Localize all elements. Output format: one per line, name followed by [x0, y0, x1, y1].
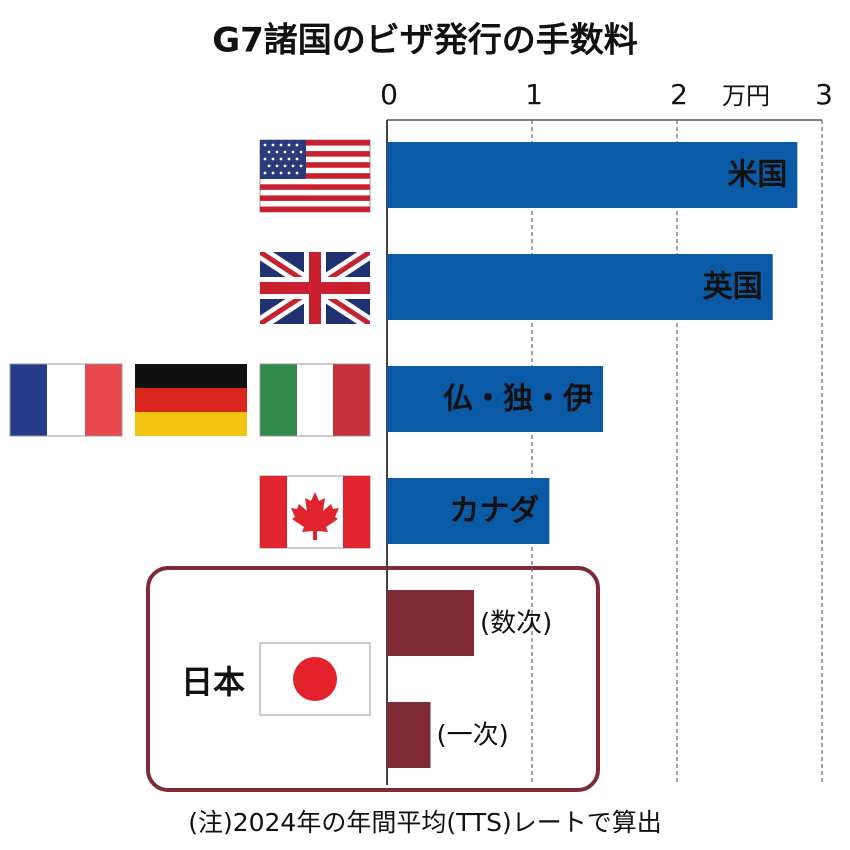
flag-jp [259, 642, 371, 716]
bar-label: (数次) [480, 609, 552, 639]
chart-title: G7諸国のビザ発行の手数料 [212, 21, 638, 61]
bar [387, 142, 798, 208]
flag-de [135, 364, 247, 436]
flag-fr [9, 363, 123, 437]
bar [387, 590, 474, 656]
x-tick-label: 2 [670, 78, 688, 111]
flag-ca [259, 475, 371, 549]
flag-uk [260, 252, 370, 324]
group-label: 日本 [181, 663, 245, 701]
x-tick-label: 1 [525, 78, 543, 111]
flag-us [259, 139, 371, 213]
x-tick-label: 0 [380, 78, 398, 111]
unit-label: 万円 [722, 82, 770, 110]
bar-label: (一次) [437, 721, 509, 751]
bar-label: カナダ [449, 494, 539, 529]
flag-it [259, 363, 371, 437]
note: (注)2024年の年間平均(TTS)レートで算出 [188, 808, 662, 837]
bar [387, 478, 550, 544]
bar [387, 702, 431, 768]
x-tick-label: 3 [815, 78, 833, 111]
bar [387, 254, 773, 320]
japan-box [146, 566, 600, 792]
bar-label: 仏・独・伊 [443, 382, 593, 417]
bar-label: 米国 [727, 158, 787, 193]
bar-label: 英国 [703, 270, 763, 305]
bar [387, 366, 604, 432]
